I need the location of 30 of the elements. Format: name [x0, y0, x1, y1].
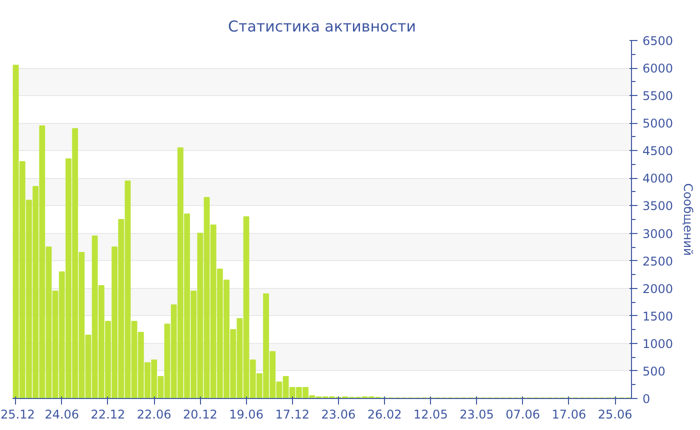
x-tick-label: 23.05: [460, 408, 494, 422]
y-tick-label: 4000: [642, 172, 674, 186]
y-tick-label: 6000: [642, 62, 674, 76]
x-tick-label: 26.02: [367, 408, 402, 422]
y-axis-title: Сообщений: [681, 183, 696, 256]
y-tick-label: 5000: [642, 116, 674, 131]
x-tick-label: 12.05: [413, 408, 448, 422]
y-tick-label: 1500: [642, 309, 674, 324]
y-tick-label: 4500: [642, 144, 674, 158]
x-tick-label: 24.06: [44, 408, 80, 422]
chart-title: Статистика активности: [228, 18, 416, 36]
x-tick-label: 19.06: [229, 408, 264, 422]
x-tick-label: 25.06: [598, 408, 632, 422]
y-tick-label: 5500: [642, 89, 674, 104]
y-tick-label: 0: [642, 392, 650, 406]
x-tick-label: 17.12: [275, 408, 310, 422]
y-tick-label: 3500: [642, 199, 674, 214]
y-tick-label: 2500: [642, 254, 674, 268]
x-tick-label: 23.06: [321, 408, 356, 422]
x-tick-label: 20.12: [183, 408, 218, 422]
x-tick-label: 22.06: [136, 408, 172, 422]
y-tick-label: 6500: [642, 34, 674, 48]
y-tick-label: 500: [642, 364, 666, 378]
x-tick-label: 25.12: [0, 408, 35, 422]
x-tick-label: 22.12: [90, 408, 126, 422]
x-tick-label: 07.06: [506, 408, 540, 422]
y-tick-label: 3000: [642, 226, 674, 241]
x-tick-label: 17.06: [552, 408, 586, 422]
y-tick-label: 1000: [642, 336, 674, 351]
y-tick-label: 2000: [642, 282, 674, 296]
